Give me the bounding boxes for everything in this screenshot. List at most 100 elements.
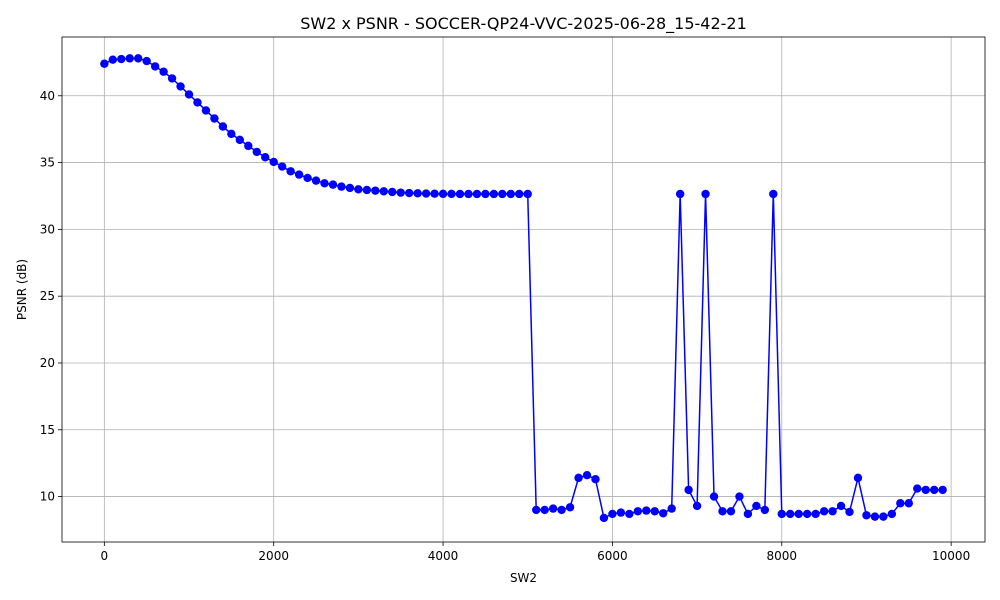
- psnr-data-point: [853, 473, 863, 483]
- psnr-data-point: [286, 167, 295, 176]
- psnr-data-point: [608, 509, 617, 519]
- psnr-data-point: [396, 188, 405, 197]
- psnr-data-point: [938, 485, 947, 495]
- x-tick-label: 8000: [766, 549, 797, 563]
- psnr-data-point: [294, 170, 304, 179]
- psnr-data-point: [227, 129, 236, 139]
- psnr-data-point: [574, 473, 583, 483]
- y-axis: 10 15 20 25 30 35 40: [40, 89, 62, 504]
- psnr-data-point: [498, 189, 507, 199]
- psnr-data-point: [328, 180, 338, 189]
- psnr-data-point: [811, 509, 820, 519]
- psnr-data-point: [125, 54, 134, 63]
- psnr-data-point: [819, 507, 829, 516]
- psnr-data-point: [210, 114, 219, 123]
- psnr-data-point: [464, 189, 473, 199]
- psnr-data-point: [142, 56, 151, 66]
- psnr-data-point: [472, 189, 482, 199]
- psnr-data-point: [929, 485, 939, 495]
- psnr-data-point: [735, 492, 744, 501]
- x-tick-label: 10000: [932, 549, 970, 563]
- psnr-data-point: [642, 506, 651, 515]
- psnr-data-point: [108, 55, 118, 64]
- psnr-data-point: [599, 513, 609, 523]
- psnr-data-point: [828, 507, 837, 516]
- psnr-data-point: [421, 189, 431, 198]
- psnr-data-point: [752, 501, 761, 511]
- x-tick-label: 0: [101, 549, 109, 563]
- psnr-data-point: [760, 505, 770, 515]
- psnr-data-point: [345, 183, 355, 193]
- chart-title: SW2 x PSNR - SOCCER-QP24-VVC-2025-06-28_…: [300, 14, 747, 34]
- psnr-data-point: [540, 505, 549, 515]
- psnr-data-point: [548, 504, 558, 513]
- psnr-data-point: [354, 185, 363, 194]
- psnr-data-point: [845, 507, 854, 517]
- psnr-data-point: [134, 54, 143, 63]
- psnr-data-point: [616, 508, 626, 517]
- psnr-data-point: [320, 179, 329, 188]
- psnr-data-point: [794, 509, 803, 519]
- psnr-data-point: [277, 162, 287, 171]
- psnr-data-point: [311, 176, 321, 185]
- psnr-data-point: [201, 106, 211, 115]
- plot-frame: [61, 36, 986, 543]
- x-tick-label: 6000: [597, 549, 628, 563]
- psnr-data-point: [489, 189, 499, 199]
- psnr-data-point: [667, 504, 676, 513]
- psnr-data-point: [523, 189, 532, 199]
- psnr-data-point: [675, 189, 685, 199]
- psnr-data-point: [455, 189, 465, 199]
- psnr-data-point: [921, 485, 930, 495]
- psnr-data-point: [870, 512, 880, 521]
- psnr-data-point: [176, 82, 185, 91]
- psnr-data-point: [506, 189, 515, 199]
- psnr-data-point: [167, 74, 177, 83]
- y-tick-label: 10: [40, 490, 55, 504]
- y-tick-label: 35: [40, 156, 55, 170]
- psnr-data-point: [117, 54, 126, 64]
- psnr-data-point: [836, 501, 846, 511]
- psnr-data-point: [252, 147, 261, 157]
- psnr-data-point: [362, 185, 372, 195]
- psnr-data-point: [193, 98, 202, 107]
- psnr-data-point: [862, 511, 871, 520]
- psnr-data-point: [413, 189, 422, 198]
- psnr-data-point: [515, 189, 524, 199]
- psnr-data-point: [786, 509, 795, 519]
- psnr-data-point: [235, 135, 245, 145]
- x-tick-label: 2000: [258, 549, 289, 563]
- psnr-data-point: [481, 189, 490, 199]
- psnr-data-point: [218, 122, 228, 131]
- psnr-data-point: [913, 484, 922, 493]
- x-tick-label: 4000: [428, 549, 459, 563]
- x-axis-title: SW2: [510, 571, 537, 585]
- psnr-data-point: [684, 485, 693, 495]
- y-tick-label: 40: [40, 89, 55, 103]
- psnr-data-point: [447, 189, 456, 199]
- psnr-data-point: [557, 505, 566, 515]
- psnr-data-point: [633, 507, 643, 516]
- psnr-data-point: [371, 186, 380, 195]
- y-axis-title: PSNR (dB): [15, 259, 29, 320]
- psnr-data-point: [404, 188, 414, 198]
- psnr-data-point: [692, 501, 702, 511]
- psnr-data-point: [438, 189, 448, 199]
- psnr-data-point: [650, 507, 659, 516]
- psnr-data-point: [184, 90, 194, 99]
- psnr-data-point: [625, 509, 634, 519]
- psnr-data-point: [659, 509, 668, 518]
- series-layer: [100, 54, 947, 523]
- psnr-data-point: [896, 499, 905, 508]
- psnr-data-point: [777, 509, 786, 519]
- psnr-data-point: [379, 187, 388, 196]
- psnr-data-point: [769, 189, 778, 199]
- psnr-data-point: [887, 509, 897, 519]
- psnr-data-point: [591, 475, 600, 484]
- y-tick-label: 15: [40, 423, 55, 437]
- psnr-data-point: [904, 499, 913, 508]
- psnr-data-point: [159, 67, 168, 76]
- psnr-data-point: [150, 62, 160, 71]
